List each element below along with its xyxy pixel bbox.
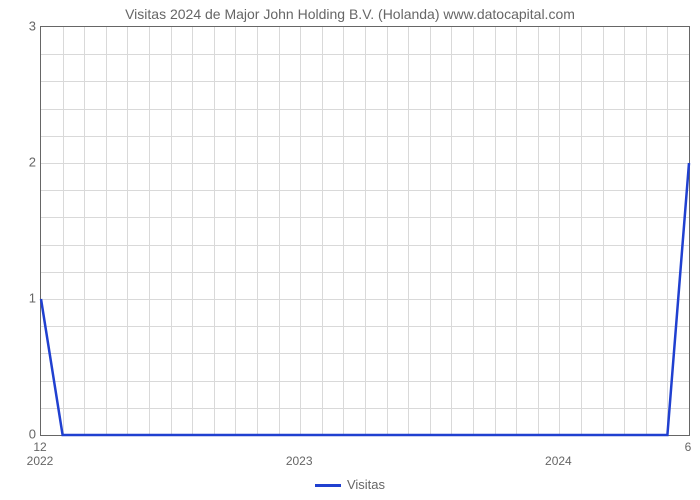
y-tick-label: 1 xyxy=(6,291,36,306)
y-tick-label: 3 xyxy=(6,19,36,34)
legend-label: Visitas xyxy=(347,477,385,492)
x-tick-year-label: 2022 xyxy=(27,454,54,468)
x-tick-label: 12 xyxy=(33,440,46,454)
chart-title: Visitas 2024 de Major John Holding B.V. … xyxy=(0,6,700,22)
legend-swatch xyxy=(315,484,341,487)
y-tick-label: 0 xyxy=(6,427,36,442)
legend: Visitas xyxy=(0,477,700,492)
x-tick-year-label: 2023 xyxy=(286,454,313,468)
x-tick-label: 6 xyxy=(685,440,692,454)
x-tick-year-label: 2024 xyxy=(545,454,572,468)
plot-area xyxy=(40,26,690,436)
series-line xyxy=(41,27,689,435)
y-tick-label: 2 xyxy=(6,155,36,170)
